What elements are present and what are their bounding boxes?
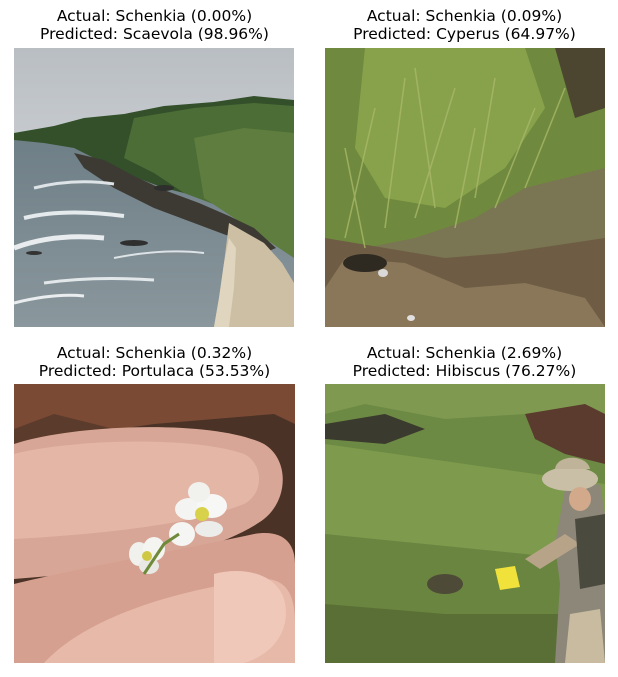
predicted-label: Predicted: Cyperus (64.97%) (353, 25, 576, 43)
actual-label: Actual: Schenkia (0.09%) (366, 7, 563, 25)
prediction-panel: Actual: Schenkia (0.00%) Predicted: Scae… (0, 0, 309, 335)
panel-title: Actual: Schenkia (0.00%) Predicted: Scae… (0, 7, 309, 43)
prediction-panel: Actual: Schenkia (2.69%) Predicted: Hibi… (311, 338, 618, 677)
flower-between-fingers-photo (14, 384, 295, 663)
actual-label: Actual: Schenkia (0.32%) (56, 344, 253, 362)
panel-title: Actual: Schenkia (0.32%) Predicted: Port… (0, 344, 309, 380)
prediction-panel: Actual: Schenkia (0.32%) Predicted: Port… (0, 338, 309, 677)
predicted-label: Predicted: Scaevola (98.96%) (40, 25, 269, 43)
predicted-label: Predicted: Portulaca (53.53%) (38, 362, 271, 380)
person (525, 457, 605, 663)
actual-label: Actual: Schenkia (0.00%) (56, 7, 253, 25)
panel-title: Actual: Schenkia (0.09%) Predicted: Cype… (311, 7, 618, 43)
coastal-cliff-photo (14, 48, 294, 327)
panel-title: Actual: Schenkia (2.69%) Predicted: Hibi… (311, 344, 618, 380)
grassy-slope-photo (325, 48, 605, 327)
yellow-tag (495, 566, 520, 590)
white-flower (129, 482, 227, 575)
actual-label: Actual: Schenkia (2.69%) (366, 344, 563, 362)
hillside-person-photo (325, 384, 605, 663)
predicted-label: Predicted: Hibiscus (76.27%) (352, 362, 577, 380)
prediction-panel: Actual: Schenkia (0.09%) Predicted: Cype… (311, 0, 618, 335)
